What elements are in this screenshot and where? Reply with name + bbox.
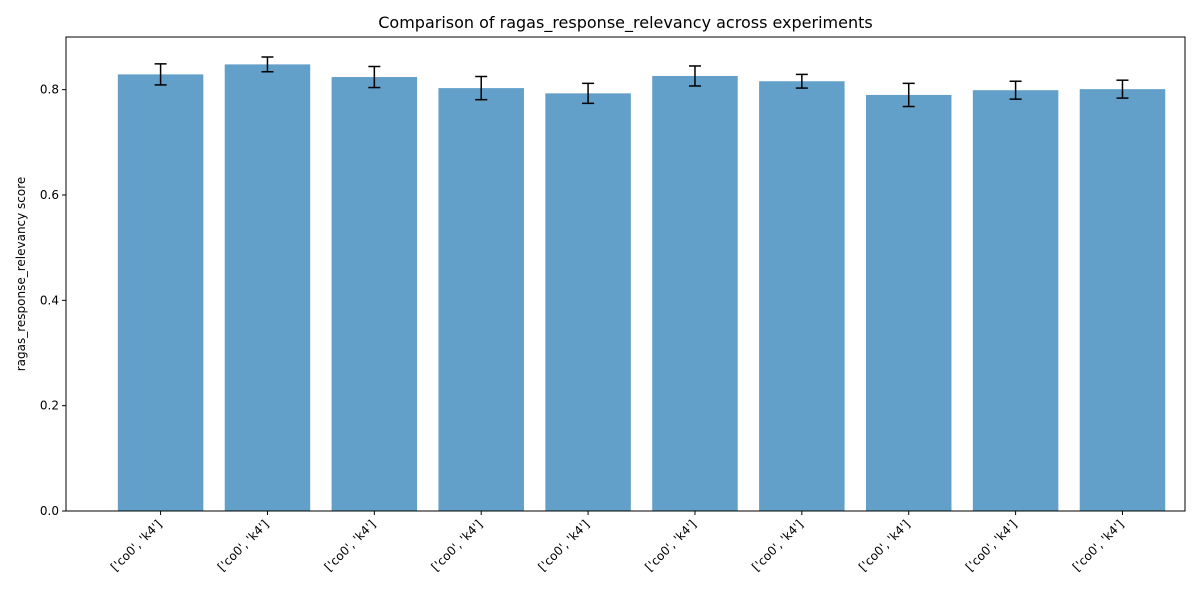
error-bar [475, 75, 488, 101]
error-bar [1009, 80, 1022, 100]
error-bar [261, 56, 274, 73]
x-tick-label: ['co0', 'k4'] [322, 517, 379, 574]
x-tick-label: ['co0', 'k4'] [108, 517, 165, 574]
x-tick-label: ['co0', 'k4'] [215, 517, 272, 574]
y-tick-label: 0.4 [40, 293, 59, 307]
error-bars-group [154, 56, 1129, 108]
error-bar [688, 65, 701, 87]
error-bar [582, 82, 595, 105]
x-tick-label: ['co0', 'k4'] [963, 517, 1020, 574]
bar [759, 81, 845, 512]
x-tick-label: ['co0', 'k4'] [535, 517, 592, 574]
bar [331, 77, 418, 511]
x-tick-label: ['co0', 'k4'] [749, 517, 806, 574]
x-axis-ticks: ['co0', 'k4'] ['co0', 'k4'] ['co0', 'k4'] [… [108, 511, 1127, 574]
error-bar [902, 82, 915, 108]
error-bar [368, 65, 381, 89]
chart-title: Comparison of ragas_response_relevancy a… [378, 13, 872, 33]
error-bar [1116, 79, 1129, 99]
bar [117, 74, 204, 511]
bar [545, 93, 631, 511]
bar [224, 64, 311, 512]
y-tick-label: 0.8 [40, 83, 59, 97]
x-tick-label: ['co0', 'k4'] [856, 517, 913, 574]
x-tick-label: ['co0', 'k4'] [642, 517, 699, 574]
y-axis-ticks: 0.0 0.2 0.4 0.6 0.8 [40, 83, 66, 518]
y-axis-label: ragas_response_relevancy score [14, 177, 28, 372]
x-tick-label: ['co0', 'k4'] [429, 517, 486, 574]
bar [972, 90, 1059, 512]
bar [652, 75, 738, 512]
error-bar [795, 73, 808, 89]
bar [865, 94, 952, 511]
bar [1079, 89, 1166, 511]
y-tick-label: 0.2 [40, 399, 59, 413]
error-bar [154, 63, 167, 86]
bars-group [117, 64, 1166, 512]
bar [438, 88, 524, 511]
y-tick-label: 0.0 [40, 504, 59, 518]
x-tick-label: ['co0', 'k4'] [1070, 517, 1127, 574]
y-tick-label: 0.6 [40, 188, 59, 202]
plot-area-frame [65, 36, 1186, 512]
